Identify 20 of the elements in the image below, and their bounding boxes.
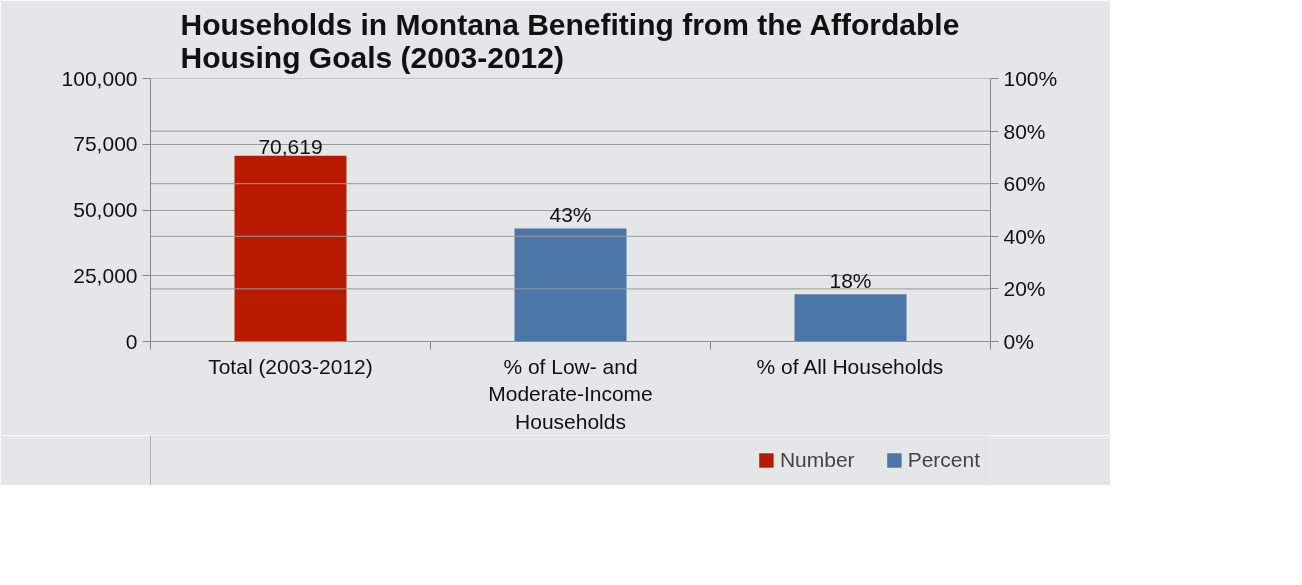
legend-label: Number [779, 448, 855, 472]
chart-title: Households in Montana Benefiting from the Affordable Housing Goals (2003-2012) [180, 7, 960, 74]
y2-tick-label: 20% [1003, 277, 1046, 301]
data-label: 70,619 [258, 134, 323, 158]
y2-tick-label: 0% [1003, 330, 1034, 353]
x-tick-label: Total (2003-2012) [208, 354, 373, 378]
y2-tick-label: 80% [1003, 119, 1046, 143]
y2-tick-label: 100% [1003, 67, 1058, 90]
y-tick-label: 0 [125, 329, 138, 353]
y-tick-label: 25,000 [73, 263, 138, 287]
y-tick-label: 75,000 [73, 132, 138, 156]
x-tick-label: % of All Households [756, 354, 944, 378]
data-label: 18% [829, 269, 872, 293]
data-label: 43% [549, 203, 592, 227]
y2-tick-label: 40% [1003, 224, 1046, 248]
y-tick-label: 50,000 [73, 198, 138, 221]
y-tick-label: 100,000 [61, 66, 138, 90]
x-tick-label: % of Low- and Moderate-Income Households [488, 354, 653, 433]
y2-tick-label: 60% [1003, 172, 1046, 196]
legend-label: Percent [907, 448, 980, 472]
